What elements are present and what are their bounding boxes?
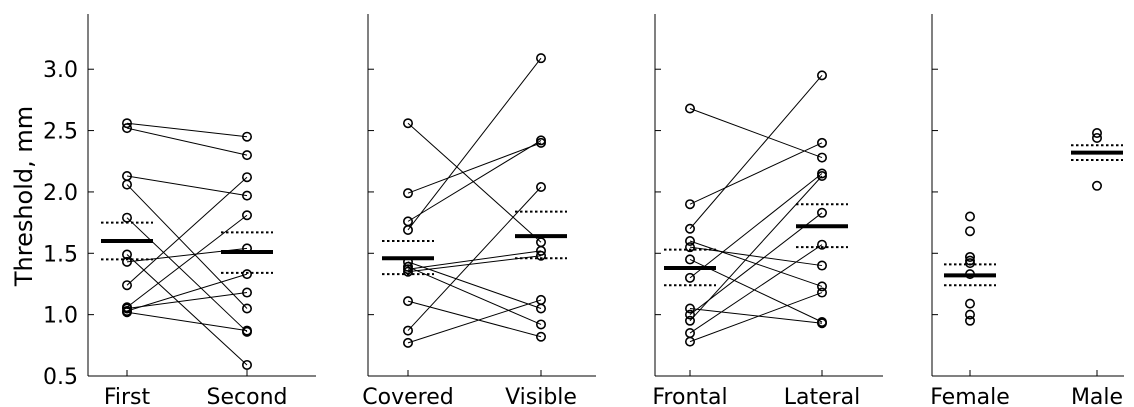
x-tick-label: Female (930, 385, 1010, 407)
pair-line (127, 177, 247, 285)
pair-line (408, 58, 541, 230)
y-tick-label: 1.0 (43, 304, 78, 329)
pair-line (127, 185, 247, 309)
pair-line (127, 255, 247, 365)
y-axis-title: Threshold, mm (10, 106, 38, 287)
pair-line (408, 143, 541, 193)
data-point (818, 288, 826, 296)
x-tick-label: Lateral (784, 385, 861, 407)
x-tick-label: Frontal (652, 385, 727, 407)
pair-line (127, 176, 247, 196)
x-tick-label: Male (1071, 385, 1123, 407)
data-point (966, 317, 974, 325)
y-tick-label: 3.0 (43, 58, 78, 83)
pair-line (127, 215, 247, 307)
panels-layer: 0.5 1.0 1.5 2.0 2.5 3.0 First Second Covered Visi… (43, 14, 1124, 407)
pair-line (127, 123, 247, 136)
data-point (966, 299, 974, 307)
y-tick-label: 1.5 (43, 242, 78, 267)
y-tick-label: 2.0 (43, 181, 78, 206)
data-point (966, 227, 974, 235)
y-tick-label: 2.5 (43, 120, 78, 145)
panel-sex: Female Male (930, 14, 1124, 407)
panel-visibility: Covered Visible (362, 14, 596, 407)
pair-line (127, 274, 247, 311)
panel-order: 0.5 1.0 1.5 2.0 2.5 3.0 First Second (43, 14, 316, 407)
x-tick-label: First (104, 385, 151, 407)
pair-line (408, 123, 541, 242)
data-point (966, 212, 974, 220)
pair-line (127, 128, 247, 155)
data-point (1093, 182, 1101, 190)
pair-line (127, 293, 247, 309)
x-tick-label: Visible (505, 385, 577, 407)
data-point (243, 270, 251, 278)
x-tick-label: Covered (362, 385, 453, 407)
y-tick-label: 0.5 (43, 365, 78, 390)
pair-line (690, 245, 822, 333)
panel-position: Frontal Lateral (652, 14, 883, 407)
pair-line (690, 176, 822, 321)
pair-line (690, 108, 822, 157)
pair-line (408, 267, 541, 325)
pair-line (690, 309, 822, 324)
x-tick-label: Second (207, 385, 288, 407)
